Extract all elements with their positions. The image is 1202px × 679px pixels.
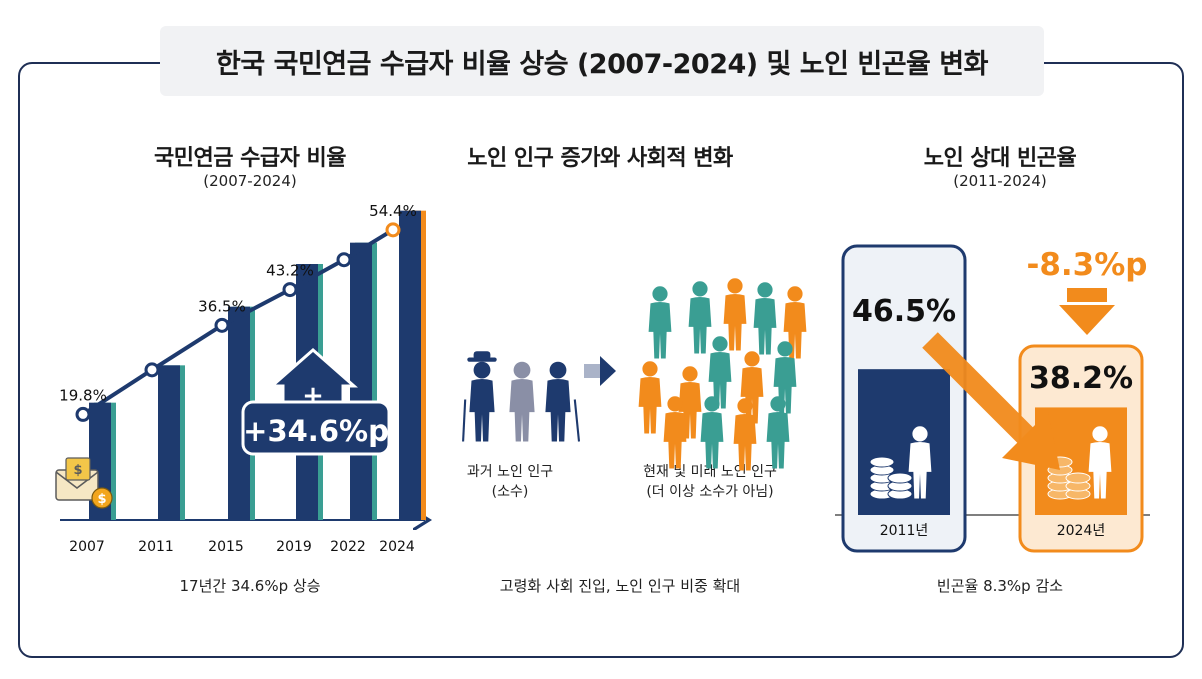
elderly-person-icon <box>648 286 672 359</box>
point-2015 <box>214 317 230 333</box>
svg-text:$: $ <box>73 463 82 478</box>
bar-2015 <box>228 306 250 520</box>
elderly-person-icon <box>688 281 712 354</box>
value-label-2024: 54.4% <box>369 202 417 220</box>
decrease-label: -8.3%p <box>1026 247 1147 283</box>
value-label-2024: 38.2% <box>1029 361 1133 396</box>
envelope-money-icon: $ $ <box>55 457 113 509</box>
value-label-2011: 46.5% <box>852 294 956 329</box>
tick-label-2015: 2015 <box>208 539 244 555</box>
left-subheading: (2007-2024) <box>203 172 297 190</box>
elderly-person-icon <box>723 278 747 351</box>
pension-chart: 19.8% 36.5% 43.2% 54.4% 2007 2011 2015 2019 202… <box>55 202 426 555</box>
poverty-chart: 46.5% 2011년 38.2% 2024년 -8.3%p <box>835 244 1150 553</box>
point-2022 <box>336 252 352 268</box>
bar-2024 <box>399 210 421 520</box>
category-label-2011: 2011년 <box>880 523 929 539</box>
down-arrow-icon <box>1059 305 1115 335</box>
population-illustration <box>462 278 807 471</box>
past-label-line1: 과거 노인 인구 <box>466 464 554 480</box>
point-2007 <box>75 406 91 422</box>
point-2024 <box>385 222 401 238</box>
right-subheading: (2011-2024) <box>953 172 1047 190</box>
elderly-person-icon <box>700 396 724 469</box>
value-label-2019: 43.2% <box>266 262 314 280</box>
tick-label-2024: 2024 <box>379 539 415 555</box>
left-footer: 17년간 34.6%p 상승 <box>179 577 321 595</box>
callout-value: +34.6%p <box>243 414 389 448</box>
right-heading: 노인 상대 빈곤율 <box>923 146 1077 171</box>
past-label-line2: (소수) <box>491 484 529 500</box>
series-line <box>81 228 395 417</box>
tick-label-2022: 2022 <box>330 539 366 555</box>
middle-footer: 고령화 사회 진입, 노인 인구 비중 확대 <box>499 577 741 595</box>
elderly-person-icon <box>753 282 777 355</box>
bar-2022 <box>350 242 372 520</box>
past-elderly-group-icon <box>462 351 581 442</box>
svg-text:$: $ <box>97 492 106 507</box>
value-label-2007: 19.8% <box>59 386 107 404</box>
right-footer: 빈곤율 8.3%p 감소 <box>936 577 1064 595</box>
future-label-line2: (더 이상 소수가 아님) <box>646 484 774 500</box>
category-label-2024: 2024년 <box>1057 523 1106 539</box>
coin-stack-icon <box>869 456 913 500</box>
value-label-2015: 36.5% <box>198 297 246 315</box>
point-2019 <box>282 282 298 298</box>
decrease-indicator: -8.3%p <box>1026 247 1148 335</box>
future-elderly-crowd-icon <box>638 278 807 471</box>
page-title: 한국 국민연금 수급자 비율 상승 (2007-2024) 및 노인 빈곤율 변… <box>160 26 1044 96</box>
bar-2011 <box>158 365 180 520</box>
middle-heading: 노인 인구 증가와 사회적 변화 <box>467 146 733 171</box>
growth-callout: + +34.6%p <box>241 348 391 456</box>
left-heading: 국민연금 수급자 비율 <box>154 146 346 171</box>
point-2011 <box>144 362 160 378</box>
transition-arrow-icon <box>584 356 616 386</box>
tick-label-2011: 2011 <box>138 539 174 555</box>
past-label: 과거 노인 인구 (소수) <box>440 462 580 502</box>
tick-label-2007: 2007 <box>69 539 105 555</box>
diagonal-decline-arrow <box>922 332 1060 470</box>
coin-stack-icon <box>1047 456 1091 500</box>
bar-card-2011: 46.5% 2011년 <box>841 244 967 553</box>
elderly-person-icon <box>638 361 662 434</box>
tick-label-2019: 2019 <box>276 539 312 555</box>
